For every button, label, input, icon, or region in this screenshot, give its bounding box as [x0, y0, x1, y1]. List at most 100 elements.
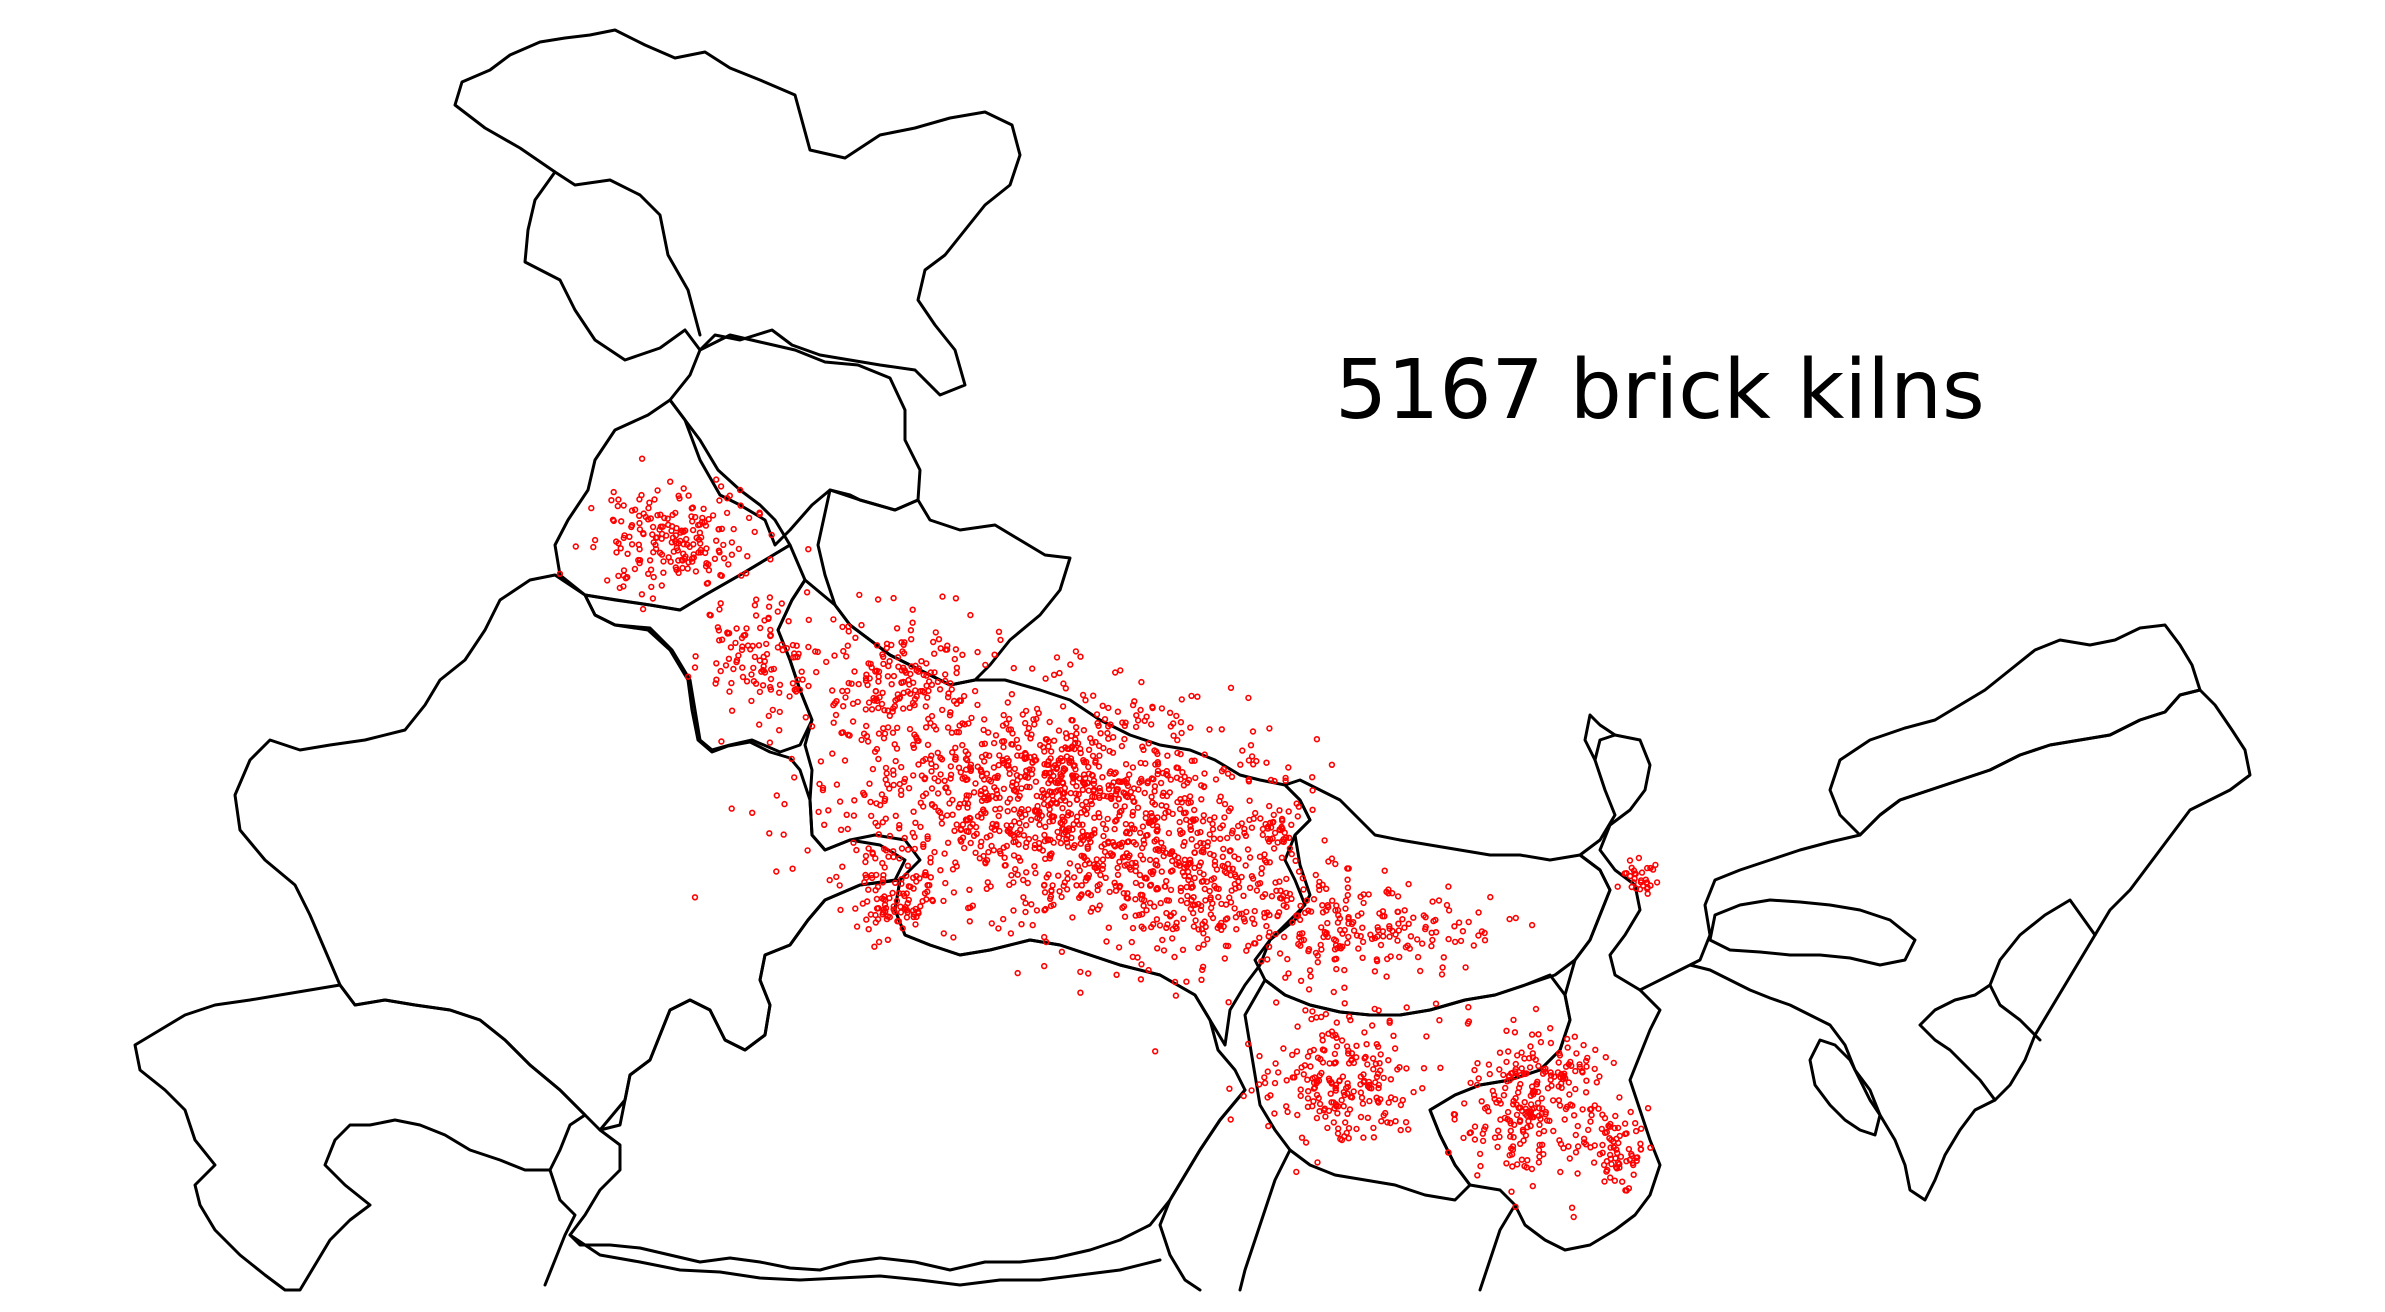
kiln-marker [876, 694, 883, 701]
kiln-marker [789, 654, 797, 661]
kiln-marker [1386, 933, 1393, 940]
kiln-marker [1132, 879, 1140, 887]
kiln-marker [1163, 770, 1170, 778]
kiln-marker [920, 671, 927, 679]
kiln-marker [947, 709, 954, 716]
kiln-marker [888, 641, 895, 649]
kiln-marker [1313, 1091, 1321, 1099]
kiln-marker [1131, 698, 1138, 705]
kiln-marker [1167, 776, 1175, 783]
kiln-marker [1507, 1127, 1515, 1135]
kiln-marker [1173, 764, 1180, 771]
kiln-marker [1485, 1061, 1493, 1068]
kiln-marker [1245, 942, 1252, 949]
kiln-marker [915, 668, 922, 675]
kiln-marker [1378, 1117, 1385, 1125]
kiln-marker [928, 712, 936, 720]
kiln-marker [937, 771, 944, 778]
kiln-marker [1566, 1091, 1573, 1098]
kiln-marker [874, 596, 882, 603]
kiln-marker [1268, 892, 1276, 900]
kiln-marker [1219, 853, 1227, 860]
kiln-marker [828, 687, 836, 694]
kiln-marker [1146, 856, 1154, 864]
kiln-marker [1506, 915, 1513, 923]
kiln-marker [1226, 865, 1233, 872]
kiln-marker [1063, 886, 1071, 893]
kiln-marker [1099, 702, 1106, 709]
kiln-marker [948, 749, 956, 756]
kiln-marker [1256, 853, 1264, 860]
kiln-marker [725, 561, 732, 568]
kiln-marker [1271, 829, 1279, 837]
kiln-marker [1088, 771, 1096, 779]
kiln-marker [1041, 906, 1048, 914]
kiln-marker [1177, 887, 1185, 895]
kiln-marker [1332, 1087, 1340, 1094]
kiln-marker [712, 537, 720, 544]
kiln-marker [1045, 743, 1052, 750]
kiln-marker [684, 673, 692, 680]
kiln-marker [717, 667, 724, 675]
kiln-marker [1507, 1120, 1514, 1127]
kiln-marker [918, 772, 926, 779]
kiln-marker [1191, 864, 1198, 871]
kiln-marker [1359, 938, 1367, 946]
kiln-marker [938, 820, 946, 827]
kiln-marker [1167, 723, 1175, 730]
kiln-marker [1138, 896, 1146, 903]
kiln-marker [1216, 835, 1224, 842]
kiln-marker [1584, 1054, 1591, 1062]
kiln-marker [1177, 884, 1185, 891]
kiln-marker [875, 704, 882, 712]
kiln-marker [1137, 976, 1145, 983]
kiln-marker [875, 938, 883, 946]
boundary-sikkim [1583, 713, 1617, 762]
kiln-marker [716, 497, 723, 504]
kiln-marker [775, 726, 783, 734]
kiln-marker [1232, 913, 1240, 921]
kiln-marker [1128, 859, 1136, 867]
kiln-marker [1206, 887, 1213, 895]
kiln-marker [1512, 914, 1520, 922]
kiln-marker [1173, 712, 1180, 720]
kiln-marker [872, 819, 879, 827]
kiln-marker [872, 687, 879, 695]
kiln-marker [1485, 1107, 1492, 1115]
kiln-marker [1479, 1137, 1487, 1145]
kiln-marker [1279, 892, 1287, 900]
kiln-marker [1059, 804, 1066, 812]
kiln-marker [869, 765, 877, 773]
kiln-marker [1089, 692, 1097, 699]
kiln-marker [1511, 1029, 1519, 1036]
kiln-marker [917, 903, 924, 910]
kiln-marker [875, 755, 882, 763]
kiln-marker [984, 729, 992, 736]
kiln-marker [967, 767, 974, 774]
kiln-marker [811, 648, 819, 655]
kiln-marker [1603, 1166, 1611, 1174]
kiln-marker [1077, 968, 1084, 976]
kiln-marker [1031, 753, 1038, 760]
kiln-marker [1000, 711, 1007, 719]
kiln-marker [1316, 1100, 1324, 1108]
kiln-marker [1245, 776, 1252, 783]
kiln-marker [763, 650, 771, 658]
kiln-marker [1377, 1051, 1384, 1058]
kiln-marker [850, 839, 857, 846]
kiln-marker [1278, 854, 1286, 861]
kiln-marker [1309, 1008, 1316, 1015]
kiln-marker [1228, 773, 1236, 780]
kiln-marker [1478, 1098, 1485, 1105]
kiln-marker [1547, 1076, 1554, 1084]
kiln-marker [1256, 879, 1264, 887]
kiln-marker [715, 547, 723, 554]
kiln-marker [1243, 947, 1250, 954]
kiln-marker [1140, 902, 1147, 909]
kiln-marker [1151, 788, 1158, 795]
kiln-marker [1143, 906, 1150, 914]
kiln-marker [1381, 867, 1388, 874]
kiln-marker [1029, 759, 1036, 766]
kiln-marker [893, 724, 901, 731]
kiln-marker [1077, 892, 1085, 900]
